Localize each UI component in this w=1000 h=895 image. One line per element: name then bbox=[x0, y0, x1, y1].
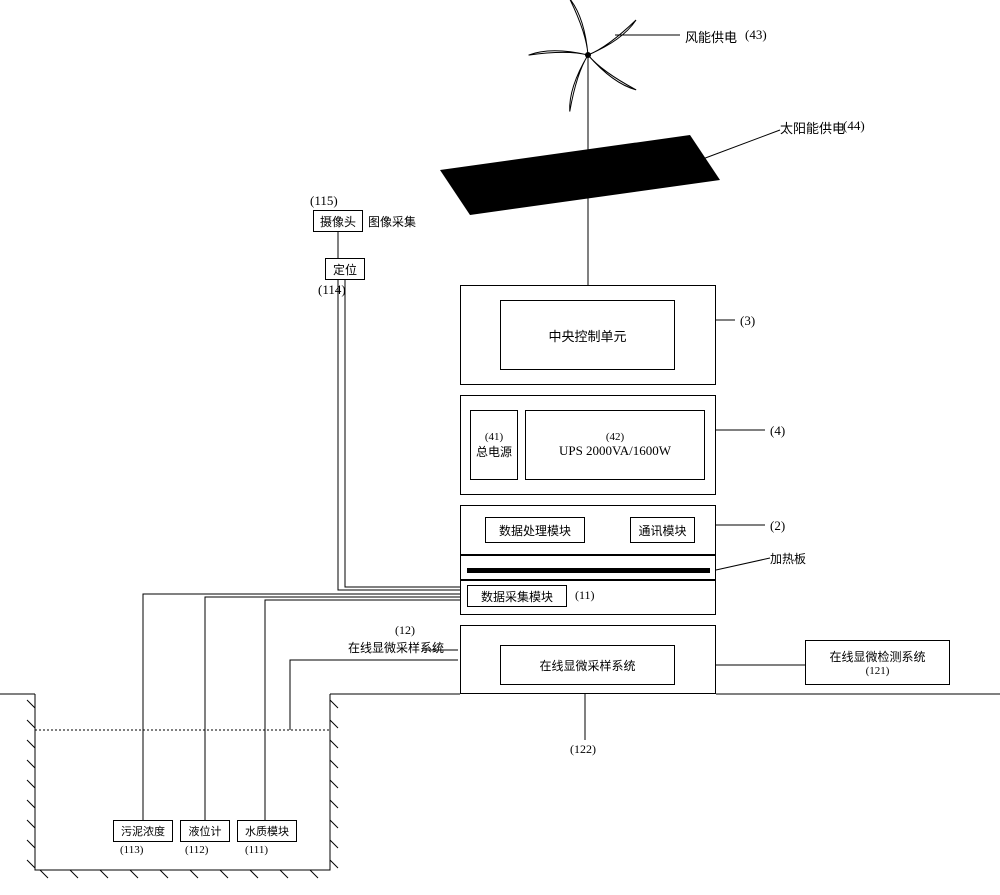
heater-label: 加热板 bbox=[770, 550, 806, 567]
acq-box: 数据采集模块 bbox=[467, 585, 567, 607]
sludge-box: 污泥浓度 bbox=[113, 820, 173, 842]
sampling-ref12: (12) bbox=[395, 623, 415, 638]
locate-ref: (114) bbox=[318, 282, 346, 298]
locate-box: 定位 bbox=[325, 258, 365, 280]
ccu-box: 中央控制单元 bbox=[500, 300, 675, 370]
detect-box: 在线显微检测系统 (121) bbox=[805, 640, 950, 685]
ups-ref: (42) bbox=[606, 431, 624, 443]
water-ref: (111) bbox=[245, 844, 268, 856]
wind-label: 风能供电 bbox=[685, 27, 737, 46]
level-ref: (112) bbox=[185, 844, 208, 856]
comm-box: 通讯模块 bbox=[630, 517, 695, 543]
camera-ref: (115) bbox=[310, 193, 338, 209]
detect-ref: (121) bbox=[866, 665, 890, 677]
ccu-ref: (3) bbox=[740, 313, 755, 329]
heater-plate bbox=[467, 568, 710, 573]
solar-ref: (44) bbox=[843, 118, 865, 134]
camera-caption: 图像采集 bbox=[368, 213, 416, 230]
solar-label: 太阳能供电 bbox=[780, 118, 845, 137]
dataproc-box: 数据处理模块 bbox=[485, 517, 585, 543]
rack3-ref: (2) bbox=[770, 518, 785, 534]
sampling-lbl12: 在线显微采样系统 bbox=[348, 639, 444, 656]
water-box: 水质模块 bbox=[237, 820, 297, 842]
level-box: 液位计 bbox=[180, 820, 230, 842]
power-ref: (41) bbox=[485, 431, 503, 443]
sampling-box: 在线显微采样系统 bbox=[500, 645, 675, 685]
sampling-ref122: (122) bbox=[570, 742, 596, 757]
sludge-ref: (113) bbox=[120, 844, 143, 856]
ups-box: (42) UPS 2000VA/1600W bbox=[525, 410, 705, 480]
power-box: (41) 总电源 bbox=[470, 410, 518, 480]
acq-ref: (11) bbox=[575, 588, 595, 603]
rack2-ref: (4) bbox=[770, 423, 785, 439]
camera-box: 摄像头 bbox=[313, 210, 363, 232]
wind-ref: (43) bbox=[745, 27, 767, 43]
